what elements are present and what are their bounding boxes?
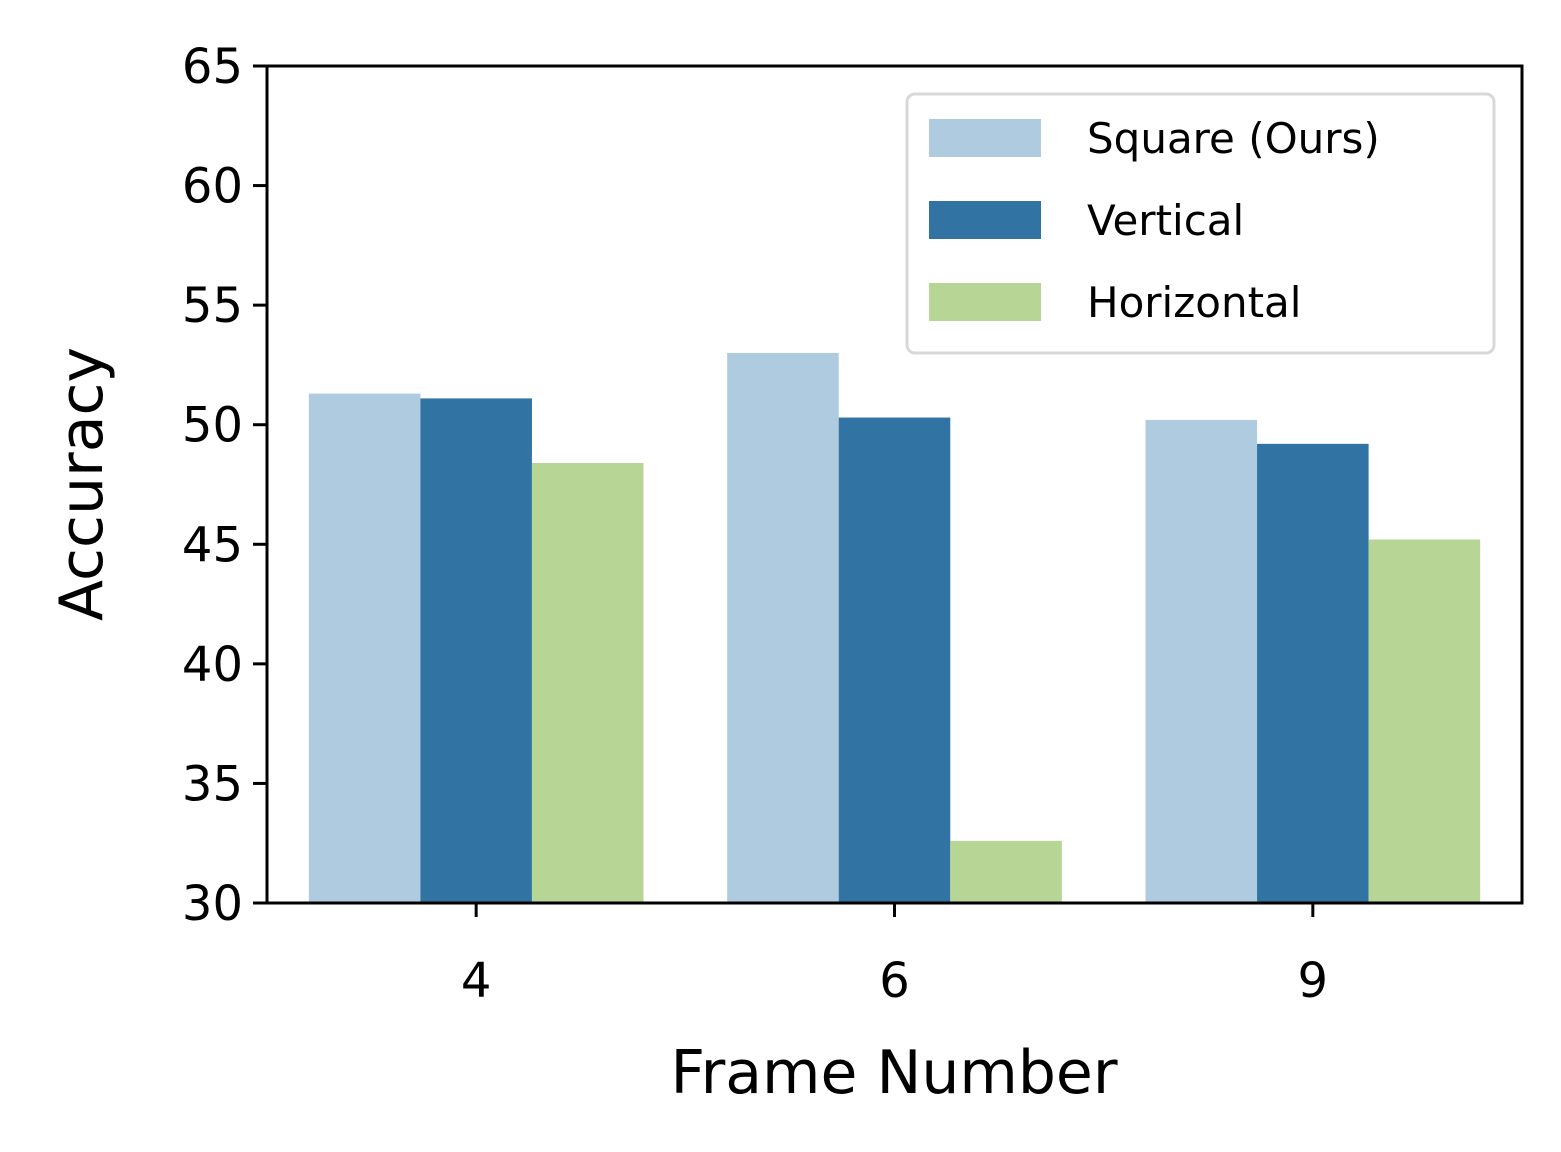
x-axis-ticks: 4 6 9 bbox=[461, 903, 1328, 1009]
y-tick-label: 50 bbox=[182, 398, 243, 454]
y-axis-title: Accuracy bbox=[47, 347, 117, 621]
legend-swatch bbox=[929, 119, 1041, 157]
plot-frame bbox=[265, 64, 1524, 905]
x-axis-title: Frame Number bbox=[670, 1038, 1117, 1108]
x-tick-label: 9 bbox=[1298, 953, 1329, 1009]
bar-vertical-9 bbox=[1257, 443, 1369, 903]
y-tick-label: 40 bbox=[182, 637, 243, 693]
y-tick-label: 60 bbox=[182, 159, 243, 215]
bar-vertical-4 bbox=[420, 398, 532, 903]
legend-swatch bbox=[929, 283, 1041, 321]
bar-horizontal-4 bbox=[531, 462, 644, 903]
x-tick-label: 6 bbox=[879, 953, 910, 1009]
y-axis-ticks: 30 35 40 45 50 55 60 65 bbox=[182, 39, 267, 932]
legend-label: Square (Ours) bbox=[1087, 114, 1380, 163]
bar-square-ours-4 bbox=[308, 393, 421, 903]
legend-swatch bbox=[929, 201, 1041, 239]
bar-vertical-6 bbox=[838, 417, 951, 903]
bar-square-ours-9 bbox=[1145, 419, 1258, 903]
legend-box bbox=[905, 92, 1496, 355]
y-tick-label: 55 bbox=[182, 278, 243, 334]
legend-label: Horizontal bbox=[1087, 278, 1301, 327]
y-tick-label: 65 bbox=[182, 39, 243, 95]
bar-horizontal-9 bbox=[1368, 539, 1481, 903]
bar-horizontal-6 bbox=[950, 840, 1062, 903]
legend-label: Vertical bbox=[1087, 196, 1244, 245]
bar-square-ours-6 bbox=[727, 352, 839, 903]
legend: Square (Ours) Vertical Horizontal bbox=[905, 92, 1496, 355]
y-tick-label: 30 bbox=[182, 876, 243, 932]
bars-group bbox=[308, 352, 1481, 903]
y-tick-label: 45 bbox=[182, 517, 243, 573]
x-tick-label: 4 bbox=[461, 953, 492, 1009]
y-tick-label: 35 bbox=[182, 756, 243, 812]
